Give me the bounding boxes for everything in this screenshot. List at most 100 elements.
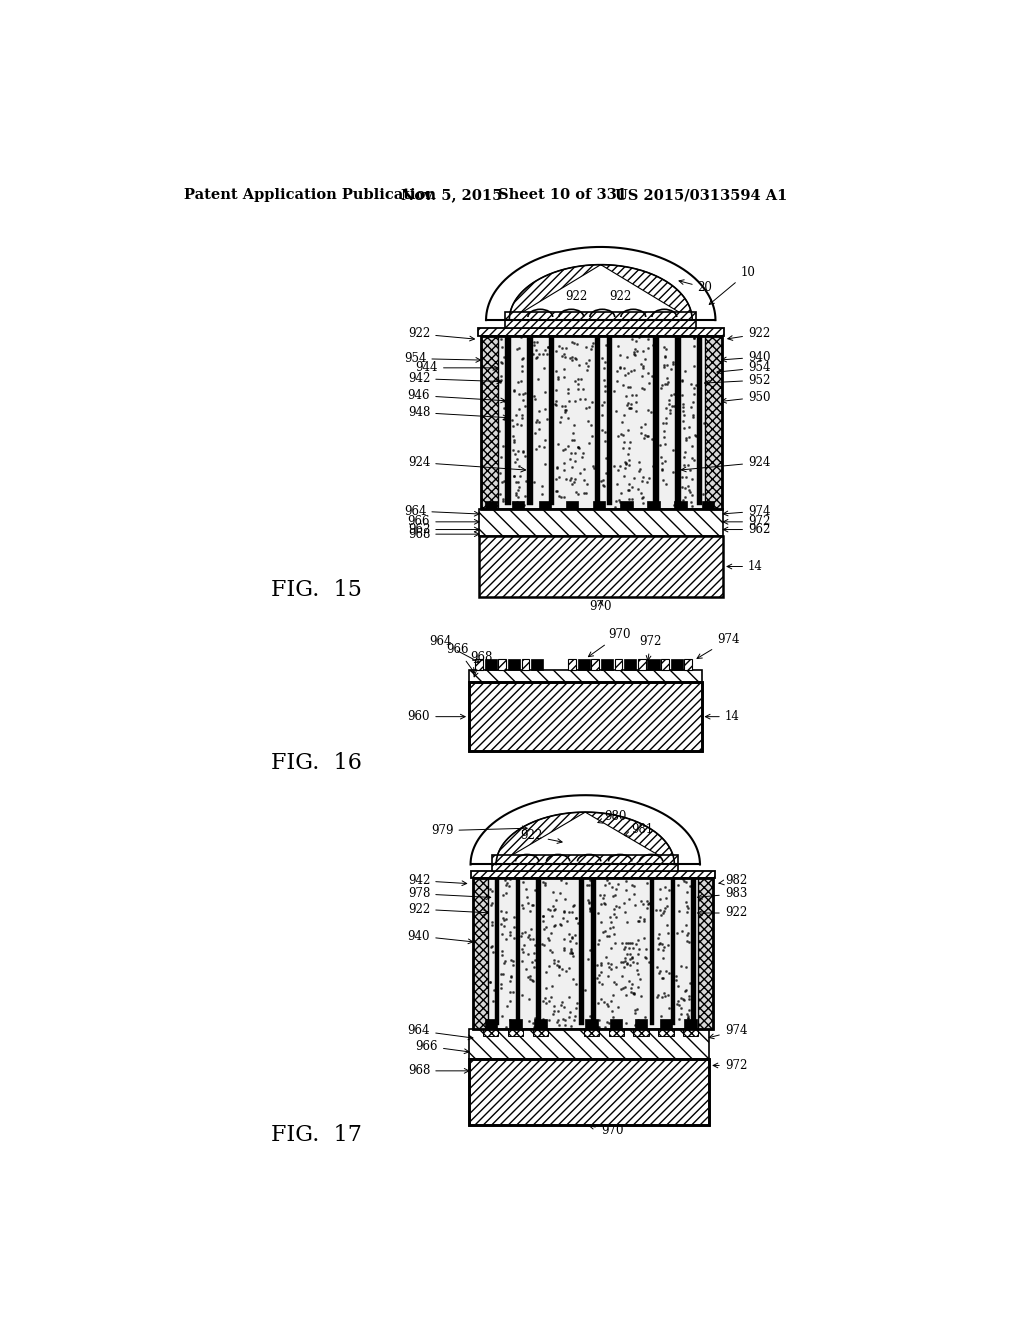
Point: [554, 346, 570, 367]
Point: [493, 973, 509, 994]
Point: [622, 944, 638, 965]
Point: [627, 338, 643, 359]
Point: [510, 455, 526, 477]
Point: [652, 961, 669, 982]
Point: [674, 466, 690, 487]
Point: [659, 367, 676, 388]
Text: 968: 968: [470, 651, 493, 677]
Text: 968: 968: [408, 528, 479, 541]
Bar: [566, 502, 579, 508]
Point: [557, 347, 573, 368]
Point: [584, 426, 600, 447]
Text: US 2015/0313594 A1: US 2015/0313594 A1: [614, 189, 787, 202]
Point: [569, 368, 586, 389]
Point: [563, 927, 580, 948]
Point: [669, 923, 685, 944]
Bar: [469, 1028, 710, 1059]
Point: [545, 1003, 561, 1024]
Point: [639, 425, 655, 446]
Point: [485, 1012, 502, 1034]
Point: [536, 919, 552, 940]
Point: [537, 399, 553, 420]
Point: [662, 403, 678, 424]
Text: 940: 940: [408, 929, 473, 944]
Point: [612, 952, 629, 973]
Point: [665, 351, 681, 372]
Point: [632, 907, 648, 928]
Point: [620, 933, 636, 954]
Point: [498, 929, 514, 950]
Point: [624, 874, 640, 895]
Point: [481, 879, 498, 900]
Point: [590, 933, 606, 954]
Point: [679, 1003, 695, 1024]
Point: [624, 329, 640, 350]
Point: [515, 494, 531, 515]
Point: [615, 957, 632, 978]
Point: [566, 389, 583, 411]
Point: [505, 440, 521, 461]
Point: [545, 896, 561, 917]
Point: [514, 407, 530, 428]
Point: [659, 985, 676, 1006]
Point: [559, 911, 575, 932]
Point: [521, 924, 538, 945]
Point: [679, 924, 695, 945]
Point: [553, 994, 569, 1015]
Point: [639, 873, 655, 894]
Point: [683, 495, 699, 516]
Point: [599, 994, 615, 1015]
Point: [656, 433, 673, 454]
Point: [524, 894, 541, 915]
Point: [560, 379, 577, 400]
Point: [494, 370, 510, 391]
Point: [526, 334, 543, 355]
Point: [508, 483, 524, 504]
Point: [590, 903, 606, 924]
Point: [506, 466, 522, 487]
Point: [659, 896, 676, 917]
Bar: [498, 335, 705, 508]
Point: [617, 879, 634, 900]
Text: FIG.  16: FIG. 16: [271, 752, 362, 774]
Point: [650, 928, 667, 949]
Point: [602, 917, 618, 939]
Point: [567, 347, 584, 368]
Point: [552, 913, 568, 935]
Point: [527, 949, 544, 970]
Bar: [653, 335, 658, 506]
Point: [679, 902, 695, 923]
Point: [600, 1012, 616, 1034]
Point: [567, 442, 584, 463]
Point: [682, 875, 698, 896]
Point: [605, 1006, 622, 1027]
Point: [613, 965, 630, 986]
Bar: [697, 335, 702, 506]
Bar: [512, 502, 524, 508]
Point: [550, 368, 566, 389]
Point: [678, 428, 694, 449]
Point: [653, 378, 670, 399]
Point: [611, 455, 628, 477]
Point: [580, 890, 596, 911]
Point: [503, 921, 519, 942]
Point: [685, 378, 701, 399]
Point: [675, 869, 691, 890]
Point: [616, 358, 633, 379]
Bar: [647, 659, 659, 669]
Point: [652, 900, 669, 921]
Point: [536, 935, 552, 956]
Bar: [624, 659, 636, 669]
Bar: [488, 878, 697, 1028]
Point: [557, 1015, 573, 1036]
Point: [556, 453, 572, 474]
Point: [593, 471, 609, 492]
Point: [503, 965, 519, 986]
Point: [554, 958, 570, 979]
Point: [612, 491, 629, 512]
Point: [617, 492, 634, 513]
Point: [515, 871, 531, 892]
Point: [589, 968, 605, 989]
Point: [600, 995, 616, 1016]
Point: [637, 946, 653, 968]
